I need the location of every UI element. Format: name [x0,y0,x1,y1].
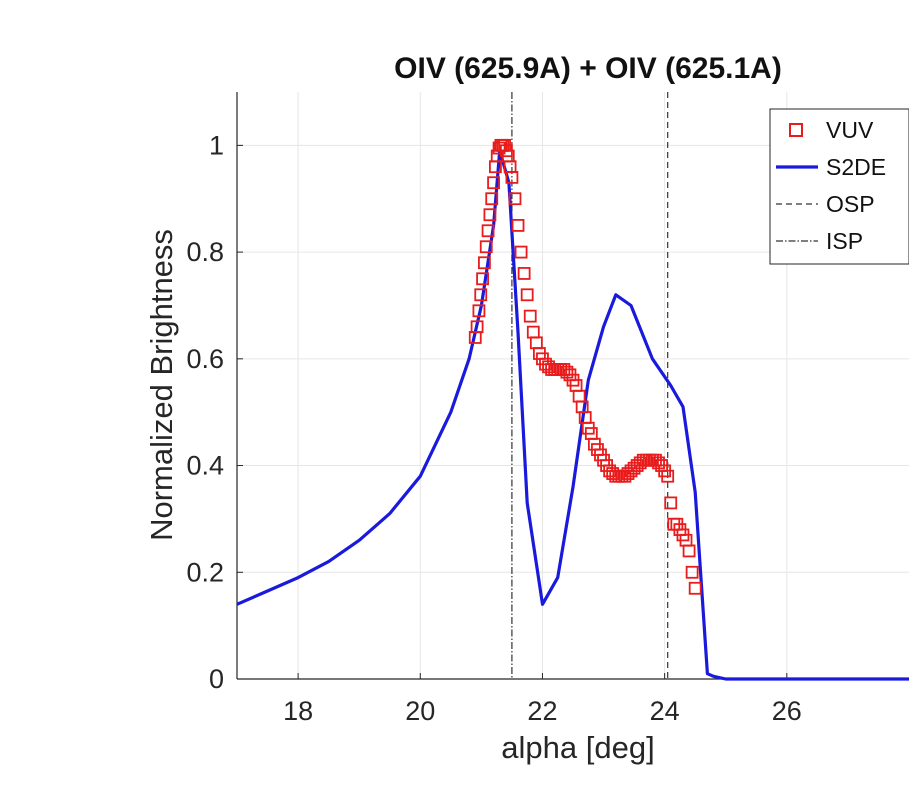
legend-marker-vuv [789,123,803,137]
vuv-point [470,320,484,334]
vuv-point [479,240,493,254]
y-tick-label: 1 [209,130,224,160]
plot-area [236,92,909,681]
y-tick-label: 0.4 [186,451,224,481]
chart-title: OIV (625.9A) + OIV (625.1A) [394,52,782,85]
x-tick-label: 22 [527,696,557,726]
vuv-point [523,309,537,323]
y-tick-label: 0.8 [186,237,224,267]
y-tick-label: 0 [209,664,224,694]
y-axis-label: Normalized Brightness [144,229,179,541]
x-tick-label: 18 [283,696,313,726]
vuv-point [511,219,525,232]
vuv-point [485,192,499,206]
vuv-point [476,272,489,286]
vuv-point [661,469,675,483]
y-tick-label: 0.6 [186,344,224,374]
x-tick-label: 26 [772,696,802,726]
ticks: 18 20 22 24 26 0 0.2 0.4 0.6 0.8 1 [186,130,801,726]
legend-box [769,108,909,265]
s2de-line [236,149,909,681]
legend-label: S2DE [826,154,886,180]
vuv-point [472,304,486,318]
x-tick-label: 24 [650,696,680,726]
vuv-point [508,192,522,206]
x-tick-label: 20 [405,696,435,726]
vuv-point [514,245,528,259]
legend-label: VUV [826,117,874,143]
legend-label: OSP [826,191,875,217]
vuv-point [688,581,702,595]
vuv-point [520,288,534,302]
vuv-point [664,496,678,510]
vuv-point [505,170,519,184]
vuv-point [682,544,696,558]
vuv-point [474,288,488,302]
vuv-point [517,267,531,280]
vuv-point [685,565,699,579]
vuv-point [483,208,497,222]
vuv-point [478,256,491,270]
legend-label: ISP [826,228,863,254]
x-axis-label: alpha [deg] [501,730,654,765]
y-tick-label: 0.2 [186,557,224,587]
vuv-point [487,176,500,190]
legend: VUV S2DE OSP ISP [769,108,909,265]
vuv-point [481,224,495,238]
